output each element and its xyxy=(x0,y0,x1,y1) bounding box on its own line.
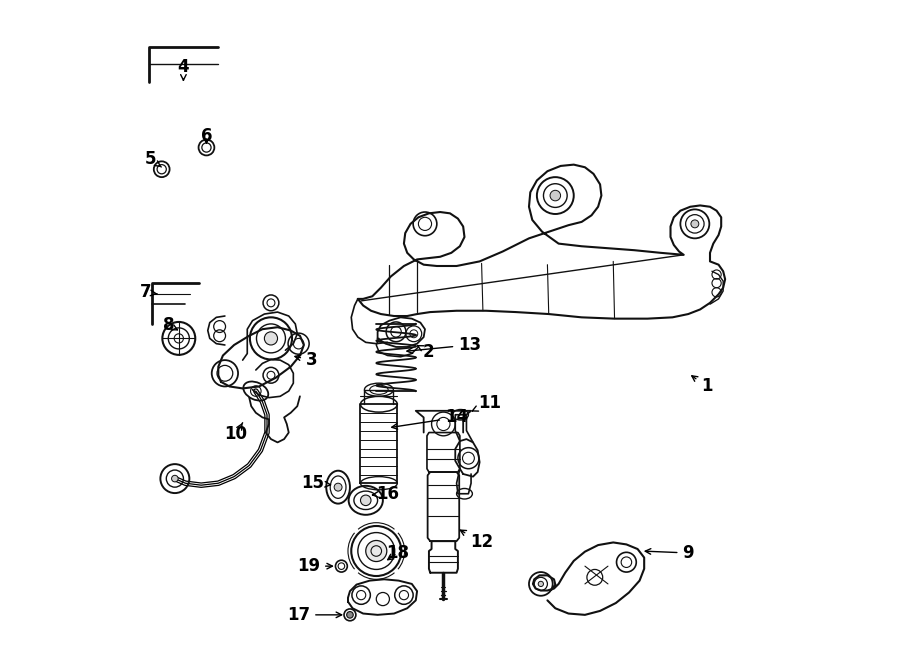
Text: 2: 2 xyxy=(418,342,435,360)
Text: 4: 4 xyxy=(177,58,189,80)
Text: 1: 1 xyxy=(692,376,713,395)
Text: 19: 19 xyxy=(297,557,332,575)
Text: 17: 17 xyxy=(287,606,342,624)
Circle shape xyxy=(691,220,698,228)
Circle shape xyxy=(550,190,561,201)
Text: 8: 8 xyxy=(163,316,177,334)
Text: 16: 16 xyxy=(373,485,399,503)
Text: 5: 5 xyxy=(145,150,161,169)
Text: 14: 14 xyxy=(392,408,468,429)
Circle shape xyxy=(538,581,544,586)
Text: 9: 9 xyxy=(645,544,694,562)
Text: 12: 12 xyxy=(460,530,493,551)
Text: 15: 15 xyxy=(302,474,330,492)
Circle shape xyxy=(265,332,277,345)
Circle shape xyxy=(172,475,178,482)
Text: 11: 11 xyxy=(472,394,501,412)
Text: 7: 7 xyxy=(140,284,158,301)
Text: 10: 10 xyxy=(225,423,248,444)
Text: 13: 13 xyxy=(407,336,482,354)
Circle shape xyxy=(361,495,371,506)
Text: 18: 18 xyxy=(386,544,409,562)
Text: 6: 6 xyxy=(201,128,212,145)
Circle shape xyxy=(334,483,342,491)
Circle shape xyxy=(346,611,353,618)
Text: 3: 3 xyxy=(295,351,318,369)
Circle shape xyxy=(365,541,387,562)
